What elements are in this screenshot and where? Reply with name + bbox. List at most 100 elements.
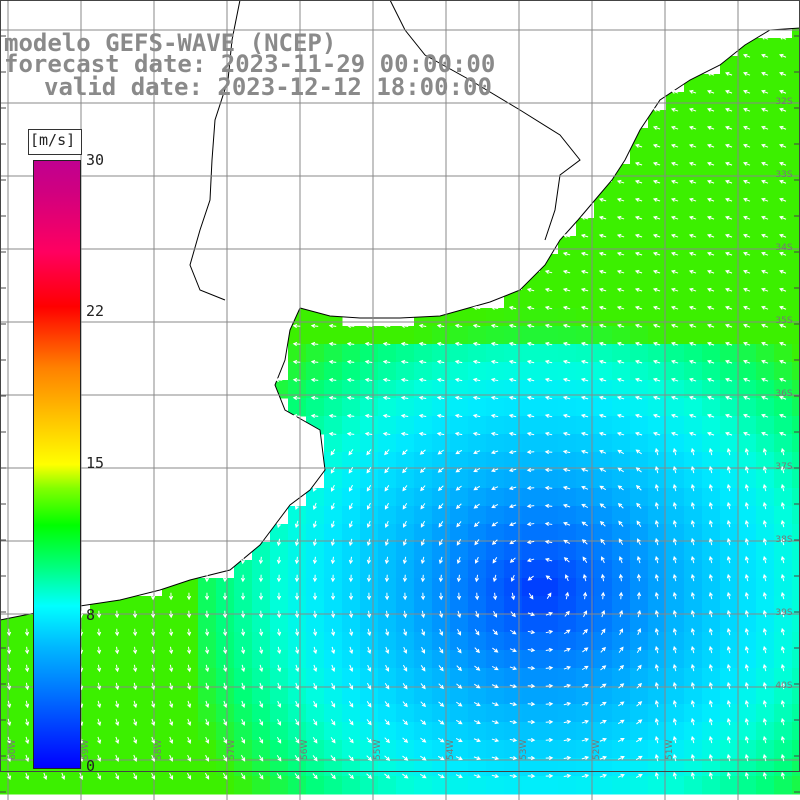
wind-cell — [126, 722, 145, 741]
wind-cell — [594, 200, 613, 219]
wind-cell — [720, 578, 739, 597]
wind-arrow — [670, 143, 679, 148]
wind-arrow — [438, 574, 444, 583]
wind-cell — [18, 650, 37, 669]
wind-arrow — [258, 754, 264, 762]
wind-arrow — [312, 628, 318, 637]
wind-arrow — [526, 503, 535, 509]
colorbar-tick-22: 22 — [86, 302, 105, 320]
wind-arrow — [761, 395, 769, 400]
wind-cell — [18, 686, 37, 705]
wind-cell — [612, 380, 631, 399]
wind-cell — [0, 722, 19, 741]
wind-cell — [738, 434, 757, 453]
wind-cell — [612, 254, 631, 273]
wind-cell — [216, 596, 235, 615]
wind-arrow — [616, 359, 625, 364]
wind-arrow — [580, 467, 589, 472]
wind-arrow — [636, 646, 642, 654]
wind-cell — [612, 488, 631, 507]
wind-cell — [468, 632, 487, 651]
wind-cell — [720, 74, 739, 93]
wind-arrow — [186, 610, 192, 619]
wind-arrow — [384, 682, 390, 690]
wind-cell — [576, 398, 595, 417]
wind-arrow — [492, 629, 498, 636]
wind-arrow — [437, 774, 445, 779]
wind-arrow — [331, 628, 336, 637]
wind-cell — [522, 542, 541, 561]
wind-cell — [504, 506, 523, 525]
wind-cell — [144, 740, 163, 759]
wind-cell — [540, 308, 559, 327]
wind-arrow — [151, 772, 156, 780]
wind-arrow — [133, 736, 138, 745]
wind-cell — [576, 632, 595, 651]
wind-arrow — [708, 591, 713, 600]
wind-cell — [540, 578, 559, 597]
wind-cell — [540, 272, 559, 291]
wind-arrow — [132, 628, 138, 637]
wind-arrow — [510, 611, 516, 618]
wind-arrow — [508, 486, 517, 491]
wind-arrow — [708, 681, 713, 690]
wind-arrow — [690, 555, 695, 564]
wind-cell — [648, 704, 667, 723]
wind-cell — [666, 488, 685, 507]
wind-cell — [648, 578, 667, 597]
wind-cell — [648, 236, 667, 255]
wind-arrow — [743, 269, 751, 274]
wind-arrow — [652, 107, 661, 112]
wind-arrow — [652, 287, 661, 292]
wind-arrow — [511, 592, 516, 601]
wind-arrow — [544, 485, 553, 491]
wind-cell — [684, 722, 703, 741]
wind-cell — [432, 362, 451, 381]
wind-cell — [522, 704, 541, 723]
wind-cell — [774, 128, 793, 147]
wind-arrow — [240, 592, 246, 601]
wind-cell — [468, 416, 487, 435]
wind-cell — [378, 362, 397, 381]
wind-cell — [414, 326, 433, 345]
wind-cell — [198, 776, 217, 795]
wind-arrow — [562, 251, 571, 256]
wind-cell — [450, 686, 469, 705]
wind-cell — [468, 506, 487, 525]
wind-cell — [252, 578, 271, 597]
wind-cell — [720, 254, 739, 273]
lon-label: 54W — [446, 740, 456, 760]
wind-arrow — [744, 501, 749, 510]
wind-cell — [180, 578, 199, 597]
wind-arrow — [438, 521, 444, 528]
wind-cell — [540, 362, 559, 381]
wind-arrow — [310, 323, 319, 329]
wind-arrow — [420, 755, 427, 761]
wind-cell — [630, 740, 649, 759]
wind-cell — [792, 74, 800, 93]
wind-arrow — [204, 574, 210, 583]
wind-arrow — [654, 519, 659, 528]
wind-arrow — [25, 736, 30, 745]
wind-arrow — [582, 573, 587, 582]
lon-label: 57W — [227, 740, 237, 760]
wind-cell — [594, 452, 613, 471]
wind-cell — [288, 668, 307, 687]
wind-cell — [576, 560, 595, 579]
wind-cell — [360, 470, 379, 489]
wind-cell — [450, 542, 469, 561]
wind-cell — [684, 308, 703, 327]
wind-cell — [666, 704, 685, 723]
wind-cell — [468, 668, 487, 687]
wind-arrow — [618, 591, 624, 600]
wind-arrow — [726, 537, 731, 546]
wind-arrow — [382, 413, 391, 419]
wind-arrow — [562, 377, 571, 382]
wind-arrow — [277, 682, 282, 691]
wind-arrow — [743, 125, 751, 130]
wind-arrow — [222, 592, 228, 601]
wind-arrow — [328, 341, 337, 347]
wind-arrow — [241, 646, 246, 655]
wind-arrow — [761, 35, 769, 40]
wind-cell — [342, 524, 361, 543]
